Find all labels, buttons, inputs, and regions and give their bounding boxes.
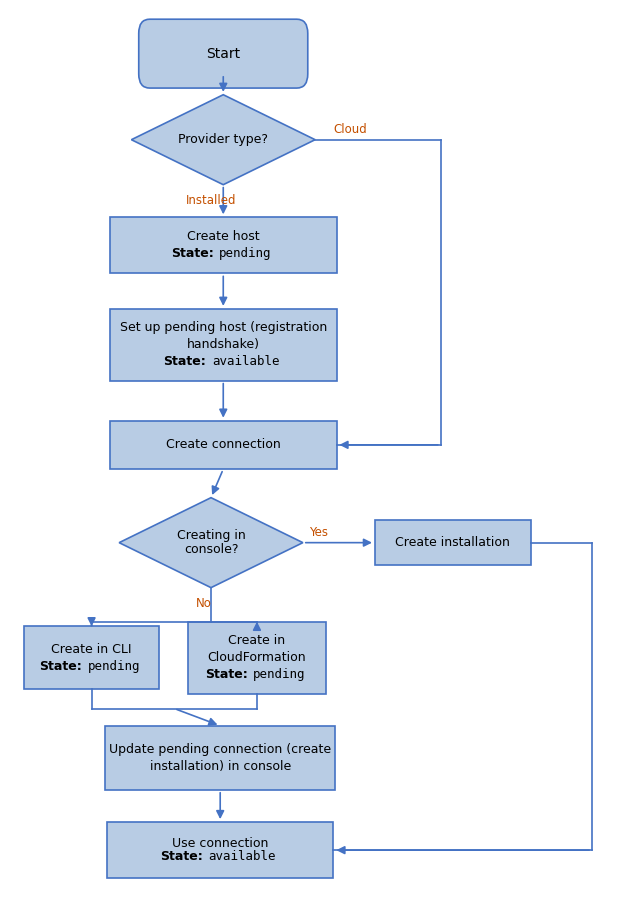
Text: console?: console?: [184, 542, 239, 556]
Text: State:: State:: [164, 355, 206, 368]
Text: installation) in console: installation) in console: [150, 760, 291, 773]
Text: available: available: [209, 850, 276, 863]
FancyBboxPatch shape: [24, 626, 159, 689]
Text: Create installation: Create installation: [396, 536, 510, 549]
Text: Installed: Installed: [186, 194, 236, 207]
Polygon shape: [119, 497, 303, 588]
FancyBboxPatch shape: [107, 822, 334, 879]
FancyBboxPatch shape: [110, 309, 337, 380]
Text: CloudFormation: CloudFormation: [208, 651, 307, 664]
FancyBboxPatch shape: [188, 622, 326, 694]
FancyBboxPatch shape: [110, 421, 337, 469]
Text: Use connection: Use connection: [172, 837, 268, 850]
Text: Start: Start: [206, 47, 240, 61]
Text: pending: pending: [253, 668, 305, 681]
Text: Create in: Create in: [229, 635, 286, 647]
Text: available: available: [212, 355, 279, 368]
FancyBboxPatch shape: [138, 19, 308, 88]
Text: State:: State:: [171, 247, 214, 261]
Text: pending: pending: [219, 247, 272, 261]
Text: Create connection: Create connection: [166, 438, 281, 451]
Text: No: No: [196, 597, 211, 610]
Text: Creating in: Creating in: [177, 530, 245, 542]
Text: State:: State:: [40, 659, 82, 672]
Text: State:: State:: [205, 668, 248, 681]
FancyBboxPatch shape: [110, 217, 337, 274]
Text: handshake): handshake): [187, 338, 260, 351]
FancyBboxPatch shape: [105, 726, 335, 790]
Text: Create host: Create host: [187, 230, 260, 243]
FancyBboxPatch shape: [375, 520, 531, 565]
Polygon shape: [132, 95, 315, 185]
Text: Update pending connection (create: Update pending connection (create: [109, 743, 331, 756]
Text: Yes: Yes: [309, 526, 328, 539]
Text: Set up pending host (registration: Set up pending host (registration: [120, 321, 327, 334]
Text: pending: pending: [88, 659, 140, 672]
Text: Create in CLI: Create in CLI: [51, 643, 132, 656]
Text: Cloud: Cloud: [334, 123, 367, 136]
Text: Provider type?: Provider type?: [178, 134, 268, 146]
Text: State:: State:: [161, 850, 203, 863]
